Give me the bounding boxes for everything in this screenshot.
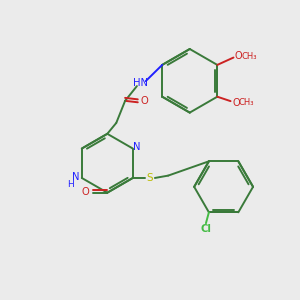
Text: HN: HN <box>133 78 148 88</box>
Text: CH₃: CH₃ <box>241 52 257 61</box>
Text: O: O <box>140 96 148 106</box>
Text: S: S <box>147 173 153 183</box>
Text: O: O <box>235 51 243 61</box>
Text: Cl: Cl <box>200 224 211 234</box>
Text: N: N <box>133 142 140 152</box>
Text: CH₃: CH₃ <box>238 98 254 107</box>
Text: H: H <box>67 180 74 189</box>
Text: O: O <box>82 187 90 196</box>
Text: O: O <box>232 98 240 108</box>
Text: N: N <box>72 172 80 182</box>
